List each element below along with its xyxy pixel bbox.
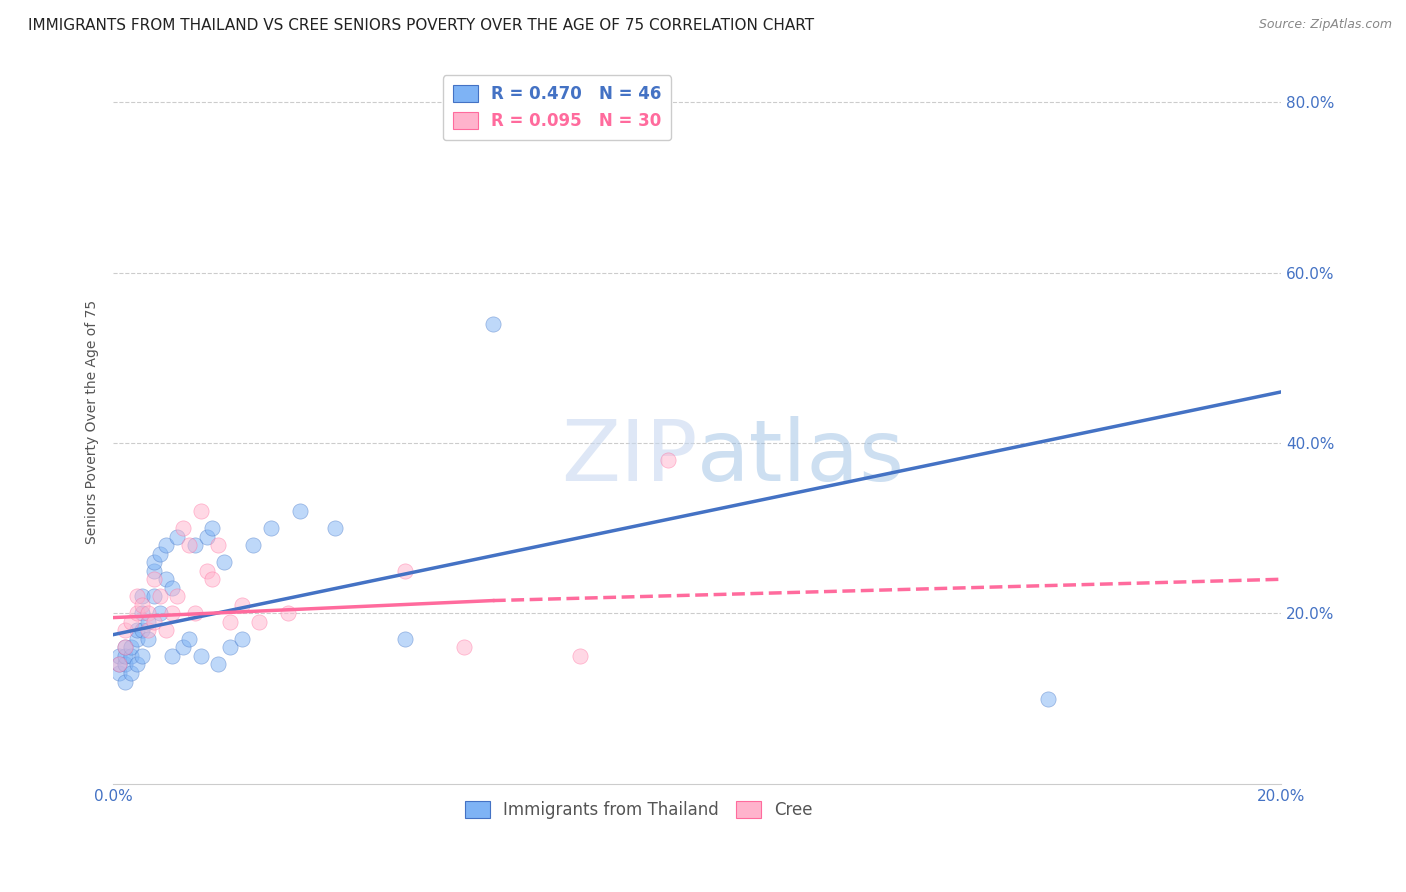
Legend: Immigrants from Thailand, Cree: Immigrants from Thailand, Cree bbox=[458, 795, 820, 826]
Point bbox=[179, 632, 201, 646]
Point bbox=[231, 598, 253, 612]
Point bbox=[131, 624, 153, 638]
Point bbox=[143, 590, 166, 604]
Point bbox=[149, 547, 172, 561]
Point bbox=[160, 607, 183, 621]
Point bbox=[125, 624, 148, 638]
Point bbox=[131, 607, 153, 621]
Point bbox=[131, 598, 153, 612]
Point bbox=[657, 453, 679, 467]
Point bbox=[125, 607, 148, 621]
Point bbox=[136, 615, 159, 629]
Point bbox=[136, 632, 159, 646]
Point bbox=[131, 648, 153, 663]
Point bbox=[136, 624, 159, 638]
Text: Source: ZipAtlas.com: Source: ZipAtlas.com bbox=[1258, 18, 1392, 31]
Point bbox=[155, 538, 177, 552]
Point bbox=[108, 657, 131, 672]
Point bbox=[277, 607, 299, 621]
Point bbox=[569, 648, 592, 663]
Point bbox=[114, 640, 136, 655]
Point bbox=[125, 632, 148, 646]
Point bbox=[482, 317, 505, 331]
Point bbox=[195, 564, 218, 578]
Point bbox=[125, 590, 148, 604]
Text: IMMIGRANTS FROM THAILAND VS CREE SENIORS POVERTY OVER THE AGE OF 75 CORRELATION : IMMIGRANTS FROM THAILAND VS CREE SENIORS… bbox=[28, 18, 814, 33]
Point bbox=[394, 632, 416, 646]
Y-axis label: Seniors Poverty Over the Age of 75: Seniors Poverty Over the Age of 75 bbox=[86, 300, 100, 544]
Point bbox=[323, 521, 346, 535]
Point bbox=[166, 530, 188, 544]
Point bbox=[149, 590, 172, 604]
Point bbox=[143, 572, 166, 586]
Point bbox=[207, 657, 229, 672]
Point bbox=[149, 607, 172, 621]
Point bbox=[190, 504, 212, 518]
Point bbox=[125, 657, 148, 672]
Point bbox=[453, 640, 475, 655]
Point bbox=[1036, 691, 1059, 706]
Text: atlas: atlas bbox=[697, 417, 905, 500]
Point bbox=[108, 657, 131, 672]
Point bbox=[247, 615, 270, 629]
Point bbox=[160, 648, 183, 663]
Point bbox=[242, 538, 264, 552]
Point bbox=[212, 555, 235, 569]
Point bbox=[190, 648, 212, 663]
Point bbox=[184, 607, 207, 621]
Point bbox=[114, 640, 136, 655]
Point bbox=[219, 640, 242, 655]
Point bbox=[172, 521, 194, 535]
Point bbox=[114, 657, 136, 672]
Point bbox=[207, 538, 229, 552]
Point bbox=[394, 564, 416, 578]
Point bbox=[114, 648, 136, 663]
Point bbox=[136, 607, 159, 621]
Point bbox=[231, 632, 253, 646]
Point bbox=[120, 615, 142, 629]
Point bbox=[160, 581, 183, 595]
Point bbox=[120, 665, 142, 680]
Point bbox=[179, 538, 201, 552]
Point bbox=[114, 624, 136, 638]
Point bbox=[143, 555, 166, 569]
Point bbox=[155, 624, 177, 638]
Point bbox=[184, 538, 207, 552]
Point bbox=[143, 564, 166, 578]
Point bbox=[131, 590, 153, 604]
Point bbox=[143, 615, 166, 629]
Point bbox=[120, 648, 142, 663]
Point bbox=[219, 615, 242, 629]
Point bbox=[260, 521, 283, 535]
Point bbox=[172, 640, 194, 655]
Point bbox=[195, 530, 218, 544]
Point bbox=[108, 665, 131, 680]
Point bbox=[114, 674, 136, 689]
Point bbox=[201, 572, 224, 586]
Point bbox=[120, 640, 142, 655]
Point bbox=[166, 590, 188, 604]
Text: ZIP: ZIP bbox=[561, 417, 697, 500]
Point bbox=[288, 504, 311, 518]
Point bbox=[155, 572, 177, 586]
Point bbox=[201, 521, 224, 535]
Point bbox=[108, 648, 131, 663]
